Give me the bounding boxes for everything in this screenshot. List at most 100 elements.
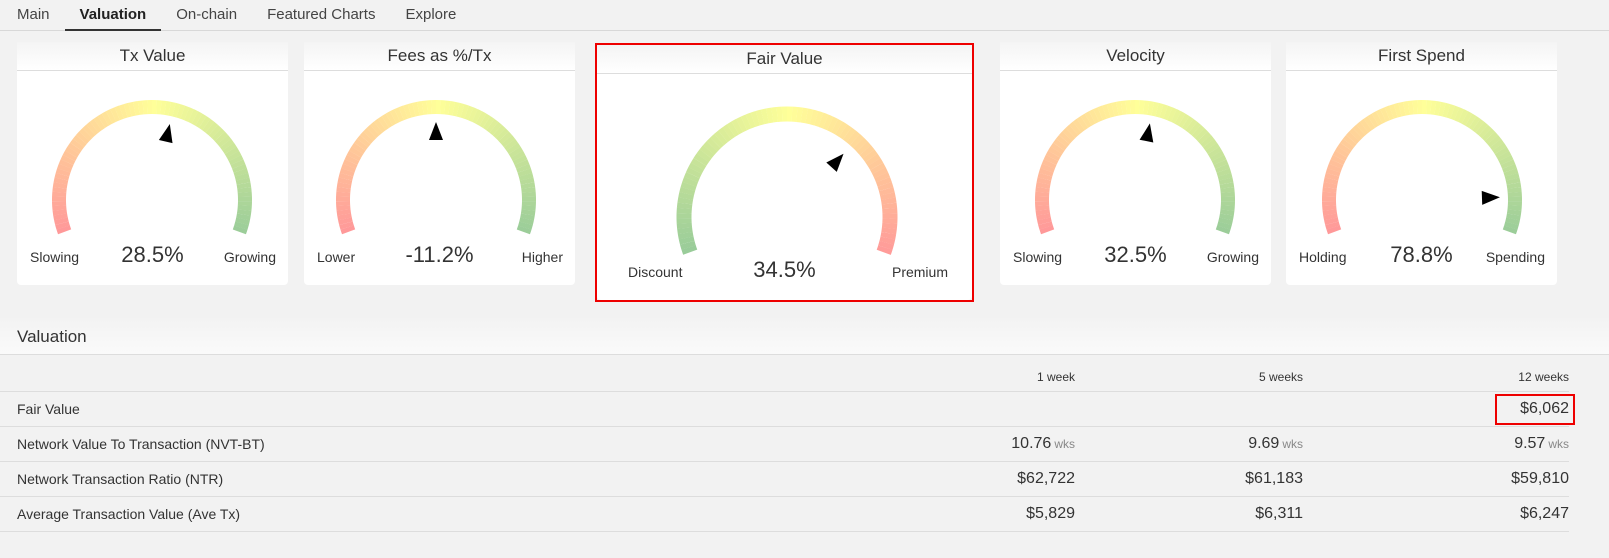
gauge-arc-segment (1181, 116, 1194, 131)
gauge-arc-segment (1040, 163, 1055, 173)
gauge-arc-segment (1115, 101, 1123, 116)
gauge-arc-segment (1328, 159, 1344, 169)
gauge-arc-segment (1106, 102, 1115, 118)
tab-featured-charts[interactable]: Featured Charts (267, 6, 376, 23)
gauge-arc-segment (1345, 131, 1360, 145)
gauge-arc-segment (1215, 225, 1231, 235)
gauge-arc-segment (1072, 118, 1085, 133)
gauge-arc-segment (176, 104, 186, 119)
gauge-arc-segment (226, 150, 242, 162)
gauge-arc-segment (370, 121, 383, 136)
gauge-arc-segment (351, 142, 366, 155)
gauge-arc-segment (219, 138, 234, 151)
gauge-right-label: Premium (891, 264, 948, 280)
gauge-needle-icon (429, 122, 443, 140)
gauge-arc-segment (468, 107, 478, 122)
gauge-arc-segment (228, 154, 244, 166)
gauge-arc-segment (1323, 177, 1339, 185)
gauge-arc-segment (1402, 101, 1410, 116)
gauge-arc-segment (72, 134, 87, 148)
table-row: Average Transaction Value (Ave Tx) $5,829… (0, 496, 1569, 532)
value-text: 9.69 (1248, 434, 1280, 452)
gauge-arc-segment (394, 107, 404, 122)
gauge-title: Fair Value (597, 45, 972, 74)
gauge-arc-segment (1058, 131, 1073, 145)
gauge-arc-segment (1465, 113, 1477, 128)
gauge-arc-segment (222, 142, 237, 155)
gauge-left-label: Lower (317, 249, 356, 265)
table-row: Fair Value $6,062 (0, 391, 1575, 427)
gauge-arc-segment (1384, 105, 1394, 121)
gauge-arc-segment (517, 168, 533, 177)
gauge-arc-segment (373, 118, 386, 133)
gauge-arc-segment (180, 105, 190, 121)
gauge-arc-segment (1325, 221, 1340, 230)
gauge-arc-segment (377, 116, 390, 131)
gauge-arc-segment (1496, 150, 1512, 162)
gauge-arc-segment (53, 177, 69, 185)
gauge-arc-segment (1217, 172, 1233, 181)
gauge-arc-segment (337, 213, 352, 221)
tab-main[interactable]: Main (17, 6, 50, 23)
gauge-arc-segment (1143, 100, 1150, 115)
gauge-arc-segment (64, 146, 80, 158)
gauge-arc-segment (520, 209, 536, 216)
gauge-arc-segment (93, 116, 106, 131)
gauge-arc-segment (389, 109, 401, 124)
gauge-arc-segment (191, 111, 203, 126)
gauge-arc-segment (1332, 150, 1348, 162)
value-unit: wks (1054, 436, 1075, 451)
gauge-arc-segment (1043, 154, 1059, 166)
row-value: $6,247 (1303, 496, 1569, 532)
valuation-table: 1 week 5 weeks 12 weeks Fair Value $6,062… (0, 355, 1575, 532)
gauge-arc-segment (1093, 107, 1103, 122)
row-value: $5,829 (830, 496, 1075, 532)
column-header-12-weeks: 12 weeks (1303, 355, 1569, 392)
row-value: $61,183 (1075, 461, 1303, 497)
gauge-right-label: Growing (223, 249, 276, 265)
gauge-arc-segment (1037, 217, 1052, 226)
tab-valuation[interactable]: Valuation (64, 0, 162, 31)
gauge-arc-segment (202, 118, 215, 133)
gauge-arc-segment (1188, 121, 1202, 136)
value-unit: wks (1282, 436, 1303, 451)
gauge-arc-segment (1322, 182, 1338, 189)
gauge-dial (676, 106, 898, 255)
value-text: $59,810 (1511, 469, 1569, 487)
gauge-left-label: Discount (628, 264, 683, 280)
tab-on-chain[interactable]: On-chain (176, 6, 238, 23)
gauge-arc-segment (1039, 225, 1055, 235)
gauge-value: 32.5% (1104, 242, 1167, 267)
gauge-arc-segment (60, 154, 76, 166)
gauge-arc-segment (233, 168, 249, 177)
gauge-arc-segment (62, 150, 78, 162)
gauge-arc-segment (1218, 217, 1233, 226)
gauge-left-label: Holding (1299, 249, 1347, 265)
gauge-arc-segment (1036, 213, 1051, 221)
gauge-arc-segment (1325, 168, 1341, 177)
gauge-arc-segment (492, 124, 506, 139)
gauge-value: 28.5% (121, 242, 184, 267)
gauge-arc-segment (52, 182, 68, 189)
gauge-arc-segment (1200, 135, 1215, 148)
value-text: $61,183 (1245, 469, 1303, 487)
highlight-box (1495, 393, 1575, 425)
gauge-arc-segment (1503, 168, 1519, 177)
gauge-arc-segment (1219, 213, 1234, 221)
gauge-arc-segment (119, 104, 128, 119)
table-row: Network Value To Transaction (NVT-BT) 10.… (0, 426, 1569, 462)
gauge-arc-segment (448, 101, 456, 116)
gauge-card: First Spend Holding Spending 78.8% (1286, 42, 1557, 285)
gauge-arc-segment (1047, 146, 1063, 158)
gauge-arc-segment (1163, 105, 1173, 121)
gauge-arc-segment (1506, 213, 1521, 221)
tab-explore[interactable]: Explore (405, 6, 457, 23)
gauge-arc-segment (1504, 221, 1519, 230)
gauge-arc-segment (89, 118, 102, 133)
gauge-arc-segment (1349, 127, 1363, 142)
gauge-arc-segment (1211, 154, 1227, 166)
gauge-arc-segment (1111, 101, 1119, 117)
gauge-arc-segment (1342, 134, 1357, 148)
gauge-arc-segment (54, 217, 69, 226)
gauge-arc-segment (1371, 111, 1383, 126)
